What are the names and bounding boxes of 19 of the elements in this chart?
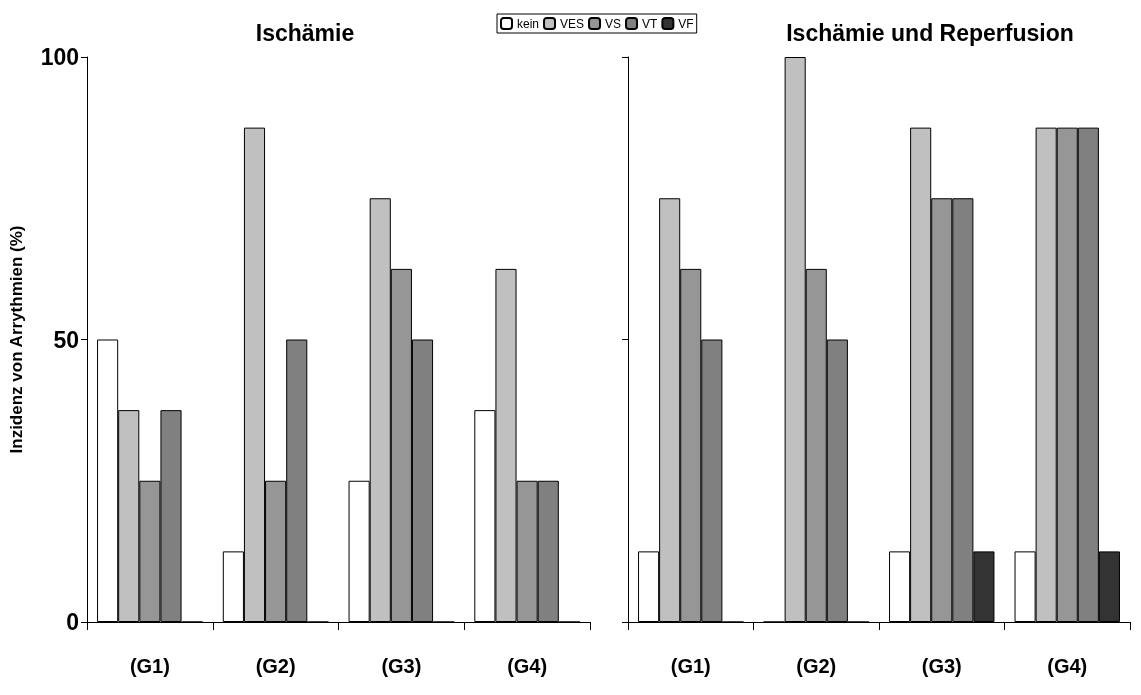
legend-label: VF xyxy=(678,16,694,31)
y-axis-title: Inzidenz von Arrythmien (%) xyxy=(7,225,26,454)
legend-label: VES xyxy=(560,16,585,31)
x-tick-label: (G2) xyxy=(255,655,296,677)
legend-label: kein xyxy=(517,16,540,31)
chart-title: Ischämie und Reperfusion xyxy=(786,19,1074,46)
legend-label: VS xyxy=(605,16,622,31)
x-tick-label: (G3) xyxy=(381,655,422,677)
x-tick-label: (G1) xyxy=(129,655,170,677)
y-tick-label: 0 xyxy=(66,609,79,635)
x-tick-label: (G3) xyxy=(921,655,962,677)
x-tick-label: (G1) xyxy=(670,655,711,677)
y-tick-label: 50 xyxy=(53,326,79,353)
x-tick-label: (G4) xyxy=(507,655,548,677)
x-tick-label: (G2) xyxy=(796,655,837,677)
x-tick-label: (G4) xyxy=(1047,655,1088,677)
chart-title: Ischämie xyxy=(255,19,355,46)
y-tick-label: 100 xyxy=(40,44,79,70)
legend-label: VT xyxy=(642,16,659,31)
